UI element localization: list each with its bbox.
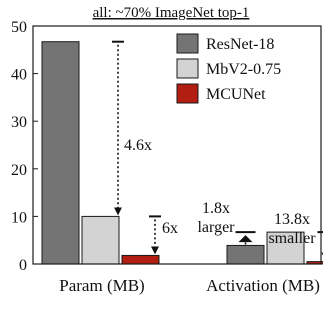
plot-frame bbox=[32, 25, 322, 265]
x-category-label: Param (MB) bbox=[59, 276, 144, 295]
y-tick-label: 0 bbox=[19, 257, 27, 274]
y-tick-label: 20 bbox=[11, 162, 27, 179]
legend-label: MCUNet bbox=[206, 86, 266, 103]
y-axis-ticks: 0 10 20 30 40 50 bbox=[11, 19, 38, 274]
annotation-label: 1.8x bbox=[202, 200, 230, 217]
legend-label: MbV2-0.75 bbox=[206, 61, 281, 78]
legend: ResNet-18 MbV2-0.75 MCUNet bbox=[176, 33, 281, 104]
y-tick-label: 40 bbox=[11, 67, 27, 84]
annotation-label: 4.6x bbox=[124, 137, 152, 154]
bar-mbv2-0-75-activation bbox=[266, 231, 305, 265]
annotation-label: larger bbox=[197, 219, 235, 236]
y-tick-label: 30 bbox=[11, 114, 27, 131]
bar-mcunet-param bbox=[121, 254, 160, 265]
y-tick-label: 10 bbox=[11, 209, 27, 226]
x-axis-labels: Param (MB) Activation (MB) bbox=[59, 276, 320, 295]
bar-resnet-18-activation bbox=[226, 244, 265, 265]
annotation-label: 6x bbox=[162, 220, 178, 237]
arrow-head bbox=[238, 235, 253, 243]
bar-resnet-18-param bbox=[41, 41, 80, 265]
chart-title: all: ~70% ImageNet top-1 bbox=[93, 5, 250, 21]
annotations: 4.6x 6x 1.8x larger 13.8x smaller bbox=[112, 40, 323, 261]
x-category-label: Activation (MB) bbox=[206, 276, 320, 295]
legend-swatch bbox=[176, 83, 199, 104]
annotation-label: smaller bbox=[268, 230, 316, 247]
bar-mbv2-0-75-param bbox=[81, 215, 120, 265]
bar-mcunet-activation bbox=[306, 261, 323, 265]
legend-label: ResNet-18 bbox=[206, 36, 274, 53]
y-tick-label: 50 bbox=[11, 19, 27, 36]
bar-series bbox=[41, 41, 323, 265]
legend-swatch bbox=[176, 33, 199, 54]
annotation-label: 13.8x bbox=[274, 211, 310, 228]
legend-swatch bbox=[176, 58, 199, 79]
